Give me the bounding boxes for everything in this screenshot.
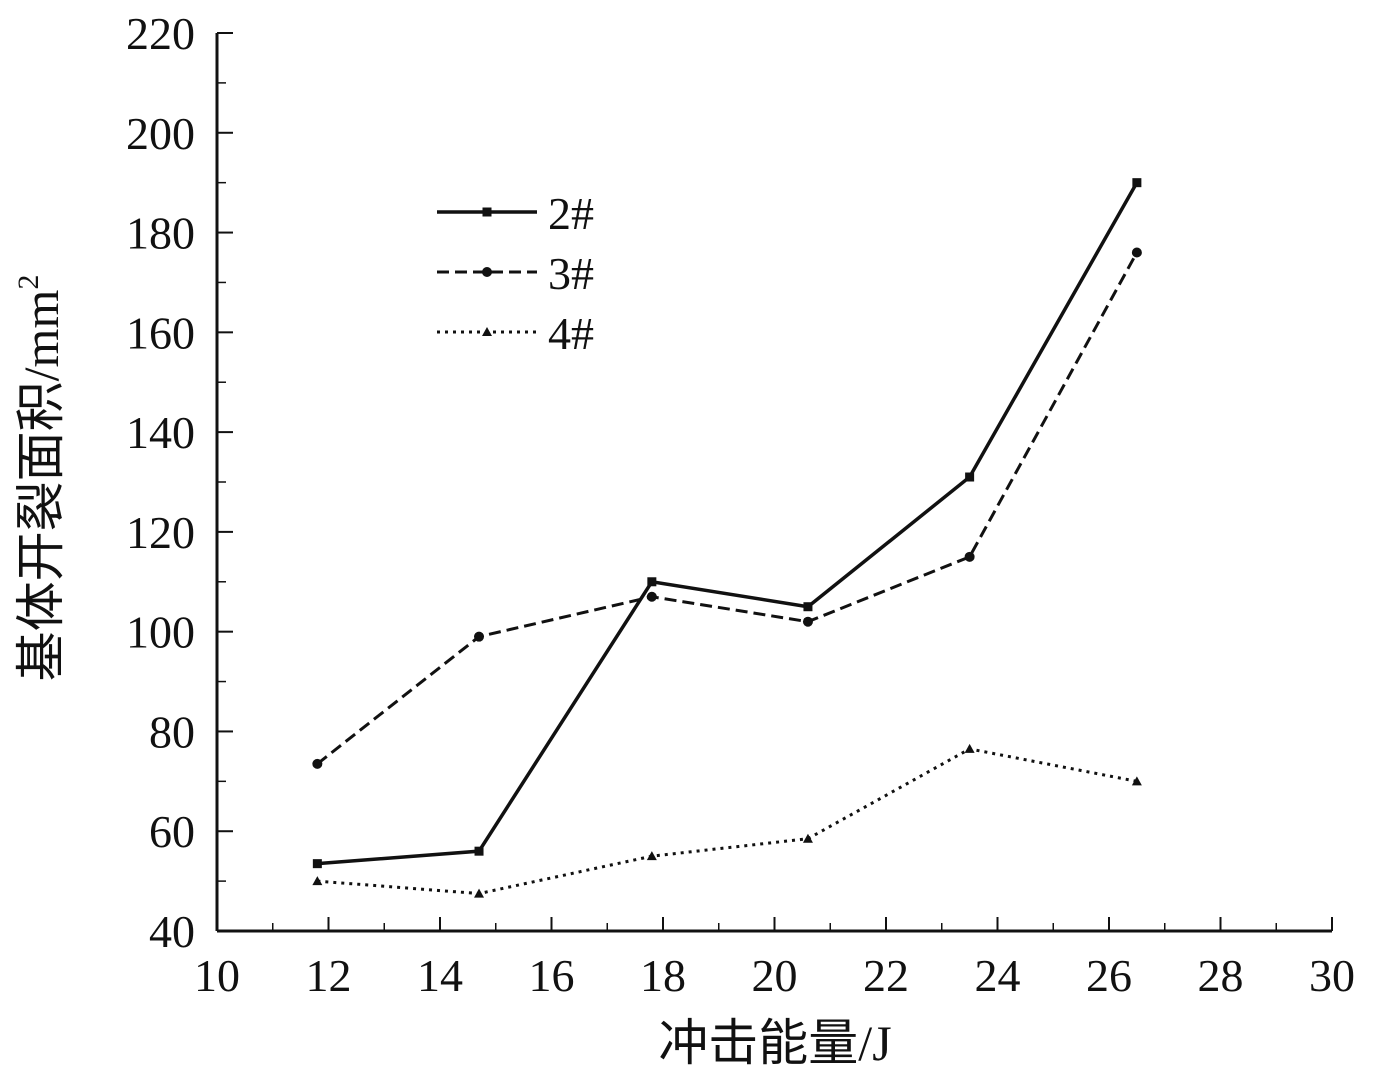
legend-item: 2# [437, 188, 594, 239]
data-point [474, 888, 485, 898]
y-axis-title-superscript: 2 [12, 275, 45, 290]
x-tick-label: 16 [529, 950, 575, 1001]
legend-item: 4# [437, 308, 594, 359]
data-point [474, 631, 485, 642]
y-tick-label: 200 [126, 108, 195, 159]
data-point [964, 743, 975, 753]
axes [215, 33, 1332, 933]
data-point [647, 577, 657, 587]
legend-item: 3# [437, 248, 594, 299]
series-layer [312, 178, 1142, 898]
data-point [1131, 247, 1142, 258]
series-2 [312, 178, 1142, 869]
data-point [312, 758, 323, 769]
series-line [317, 181, 1139, 866]
data-point [802, 616, 813, 627]
y-tick-label: 100 [126, 607, 195, 658]
x-tick-label: 28 [1198, 950, 1244, 1001]
series-3 [312, 247, 1142, 769]
data-point [1131, 776, 1142, 786]
x-tick-label: 30 [1309, 950, 1355, 1001]
data-point [646, 591, 657, 602]
y-axis-title: 基体开裂面积/mm2 [12, 275, 69, 682]
y-tick-label: 160 [126, 307, 195, 358]
data-point [802, 833, 813, 843]
x-tick-label: 24 [975, 950, 1021, 1001]
data-point [474, 846, 484, 856]
y-tick-label: 220 [126, 8, 195, 59]
legend-label: 3# [548, 248, 594, 299]
x-tick-label: 20 [752, 950, 798, 1001]
series-line [316, 251, 1139, 766]
x-tick-label: 10 [194, 950, 240, 1001]
legend-marker [482, 207, 492, 217]
data-point [803, 602, 813, 612]
x-tick-label: 26 [1086, 950, 1132, 1001]
legend-label: 2# [548, 188, 594, 239]
data-point [1132, 178, 1142, 188]
legend-marker [482, 267, 492, 277]
x-tick-label: 12 [306, 950, 352, 1001]
legend: 2# 3# 4# [437, 188, 594, 359]
series-line [317, 747, 1138, 896]
x-tick-label: 18 [640, 950, 686, 1001]
legend-marker [482, 327, 492, 336]
data-point [312, 876, 323, 886]
x-axis-title: 冲击能量/J [658, 1015, 891, 1069]
y-tick-label: 120 [126, 507, 195, 558]
data-point [964, 551, 975, 562]
y-tick-label: 80 [149, 706, 195, 757]
y-tick-label: 180 [126, 208, 195, 259]
data-point [646, 851, 657, 861]
y-axis-title-main: 基体开裂面积/mm [13, 290, 69, 682]
x-tick-label: 14 [417, 950, 463, 1001]
y-axis-ticks: 40 60 80 100 120 140 160 180 200 220 [126, 8, 233, 957]
series-4 [312, 743, 1142, 898]
y-tick-label: 60 [149, 806, 195, 857]
data-point [965, 472, 975, 482]
x-tick-label: 22 [863, 950, 909, 1001]
y-tick-label: 40 [149, 906, 195, 957]
legend-label: 4# [548, 308, 594, 359]
x-axis-ticks: 10 12 14 16 18 20 22 24 26 28 30 [194, 917, 1355, 1001]
y-tick-label: 140 [126, 407, 195, 458]
data-point [312, 859, 322, 869]
